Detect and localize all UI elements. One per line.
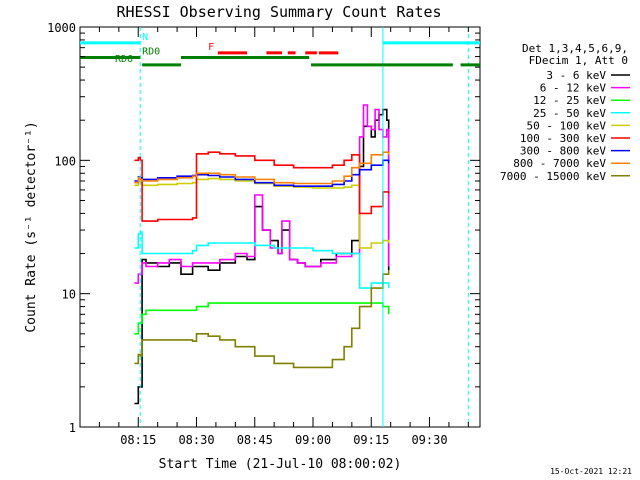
series-line-800-7000-kev [134, 151, 390, 185]
state-bar-label-rd0: RD0 [142, 47, 160, 58]
x-tick-label: 08:30 [178, 433, 214, 447]
series-line-50-100-kev [134, 177, 390, 249]
series-line-25-50-kev [134, 231, 390, 289]
y-tick-label: 1 [69, 421, 76, 435]
state-bar-label-rd6: RD6 [115, 54, 133, 65]
legend-label-800-7000-kev: 800 - 7000 keV [513, 157, 606, 170]
y-tick-label: 10 [62, 288, 76, 302]
series-line-300-800-kev [134, 159, 390, 187]
x-tick-label: 09:15 [353, 433, 389, 447]
y-axis-label: Count Rate (s⁻¹ detector⁻¹) [24, 121, 39, 332]
state-bars-layer: N F RD0 RD6 [80, 27, 480, 427]
y-tick-label: 1000 [47, 21, 76, 35]
x-tick-label: 08:15 [120, 433, 156, 447]
x-axis-label: Start Time (21-Jul-10 08:00:02) [159, 457, 402, 472]
series-line-7000-15000-kev [134, 270, 390, 369]
plot-frame [79, 26, 481, 428]
ticks-layer: 08:15 08:30 08:45 09:00 09:15 09:30 1 10 100 1000 [47, 21, 480, 447]
state-bar-label-n: N [142, 32, 148, 43]
chart-title: RHESSI Observing Summary Count Rates [116, 3, 441, 21]
state-bar-label-f: F [208, 42, 214, 53]
legend: Det 1,3,4,5,6,9, FDecim 1, Att 0 3 - 6 k… [500, 42, 630, 183]
footer-date: 15-Oct-2021 12:21 [550, 467, 632, 476]
legend-label-100-300-kev: 100 - 300 keV [520, 132, 606, 145]
x-tick-label: 09:00 [295, 433, 331, 447]
legend-label-12-25-kev: 12 - 25 keV [533, 94, 606, 107]
series-line-12-25-kev [134, 302, 390, 335]
legend-label-6-12-kev: 6 - 12 keV [540, 82, 607, 95]
x-tick-label: 08:45 [237, 433, 273, 447]
series-line-6-12-kev [134, 104, 390, 284]
plot-area: N F RD0 RD6 08:15 08:30 08:45 09:00 09:15 09:30 1… [47, 21, 481, 447]
legend-header-line-1: Det 1,3,4,5,6,9, [522, 42, 628, 55]
x-tick-label: 09:30 [411, 433, 447, 447]
legend-label-25-50-kev: 25 - 50 keV [533, 107, 606, 120]
series-layer [134, 104, 390, 405]
legend-header-line-2: FDecim 1, Att 0 [529, 54, 628, 67]
legend-label-50-100-kev: 50 - 100 keV [527, 119, 607, 132]
legend-label-7000-15000-kev: 7000 - 15000 keV [500, 170, 606, 183]
y-tick-label: 100 [54, 154, 76, 168]
legend-label-300-800-kev: 300 - 800 keV [520, 145, 606, 158]
legend-label-3-6-kev: 3 - 6 keV [546, 69, 606, 82]
